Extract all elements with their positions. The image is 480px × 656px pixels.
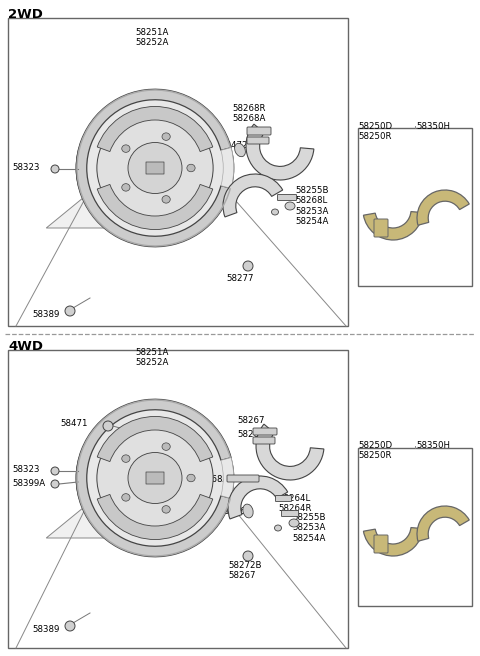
Ellipse shape bbox=[128, 453, 182, 504]
Wedge shape bbox=[76, 89, 231, 247]
Bar bbox=[8, 18, 348, 326]
Wedge shape bbox=[76, 400, 231, 557]
Ellipse shape bbox=[272, 209, 278, 215]
Wedge shape bbox=[97, 106, 213, 152]
Text: 58250D
58250R: 58250D 58250R bbox=[358, 441, 392, 461]
Text: 58323: 58323 bbox=[12, 464, 39, 474]
Ellipse shape bbox=[76, 93, 234, 243]
Text: 2WD: 2WD bbox=[8, 8, 43, 21]
Ellipse shape bbox=[275, 525, 281, 531]
Ellipse shape bbox=[243, 504, 253, 518]
Ellipse shape bbox=[289, 519, 299, 527]
Ellipse shape bbox=[162, 195, 170, 203]
Wedge shape bbox=[363, 212, 423, 240]
Circle shape bbox=[65, 306, 75, 316]
Wedge shape bbox=[417, 190, 469, 225]
Text: 58471: 58471 bbox=[60, 419, 87, 428]
Wedge shape bbox=[221, 148, 234, 188]
Text: 58268R
58268A: 58268R 58268A bbox=[232, 104, 265, 123]
Ellipse shape bbox=[187, 164, 195, 172]
Text: 58251A
58252A: 58251A 58252A bbox=[135, 348, 168, 367]
Ellipse shape bbox=[187, 474, 195, 482]
Text: 58268A: 58268A bbox=[237, 430, 270, 439]
FancyBboxPatch shape bbox=[281, 510, 299, 516]
FancyBboxPatch shape bbox=[253, 437, 275, 444]
Circle shape bbox=[51, 480, 59, 488]
Wedge shape bbox=[221, 458, 234, 499]
Ellipse shape bbox=[97, 422, 213, 533]
FancyBboxPatch shape bbox=[247, 127, 271, 135]
Bar bbox=[358, 448, 472, 606]
Circle shape bbox=[65, 621, 75, 631]
Wedge shape bbox=[97, 495, 213, 539]
Text: 58472: 58472 bbox=[220, 142, 248, 150]
FancyBboxPatch shape bbox=[276, 495, 291, 501]
Wedge shape bbox=[76, 400, 231, 557]
Text: 58268A: 58268A bbox=[195, 474, 228, 483]
Bar bbox=[8, 350, 348, 648]
Ellipse shape bbox=[162, 133, 170, 140]
Wedge shape bbox=[246, 124, 314, 180]
Ellipse shape bbox=[76, 403, 234, 553]
Text: 58266: 58266 bbox=[218, 506, 245, 516]
Text: 58350H: 58350H bbox=[416, 441, 450, 450]
Ellipse shape bbox=[122, 455, 130, 462]
Ellipse shape bbox=[122, 494, 130, 501]
FancyBboxPatch shape bbox=[374, 219, 388, 237]
FancyBboxPatch shape bbox=[247, 137, 269, 144]
Text: 58255B
58268L
58253A
58254A: 58255B 58268L 58253A 58254A bbox=[295, 186, 328, 226]
Polygon shape bbox=[46, 194, 230, 228]
Text: 4WD: 4WD bbox=[8, 340, 43, 353]
Text: 58264L
58264R: 58264L 58264R bbox=[278, 494, 312, 514]
Text: 58399A: 58399A bbox=[12, 478, 45, 487]
Wedge shape bbox=[76, 89, 231, 247]
Text: 58255B
58253A
58254A: 58255B 58253A 58254A bbox=[292, 513, 325, 543]
Wedge shape bbox=[97, 184, 213, 230]
Circle shape bbox=[103, 421, 113, 431]
FancyBboxPatch shape bbox=[374, 535, 388, 553]
FancyBboxPatch shape bbox=[146, 472, 164, 484]
Text: 58389: 58389 bbox=[32, 625, 60, 634]
Ellipse shape bbox=[162, 443, 170, 451]
Wedge shape bbox=[417, 506, 469, 541]
Ellipse shape bbox=[162, 506, 170, 513]
Circle shape bbox=[51, 165, 59, 173]
Circle shape bbox=[243, 261, 253, 271]
Text: 58267: 58267 bbox=[237, 416, 264, 425]
Ellipse shape bbox=[97, 112, 213, 224]
Text: 58389: 58389 bbox=[32, 310, 60, 319]
Ellipse shape bbox=[235, 143, 245, 157]
Ellipse shape bbox=[122, 184, 130, 191]
Wedge shape bbox=[256, 424, 324, 480]
Text: 58350H: 58350H bbox=[416, 122, 450, 131]
Circle shape bbox=[243, 551, 253, 561]
Text: 58250D
58250R: 58250D 58250R bbox=[358, 122, 392, 142]
Wedge shape bbox=[363, 527, 423, 556]
Circle shape bbox=[51, 467, 59, 475]
Polygon shape bbox=[46, 504, 230, 538]
Wedge shape bbox=[228, 476, 288, 519]
FancyBboxPatch shape bbox=[146, 162, 164, 174]
Text: 58277: 58277 bbox=[226, 274, 254, 283]
FancyBboxPatch shape bbox=[253, 428, 277, 435]
Ellipse shape bbox=[128, 142, 182, 194]
FancyBboxPatch shape bbox=[277, 194, 297, 201]
Text: 58323: 58323 bbox=[12, 163, 39, 171]
Wedge shape bbox=[97, 417, 213, 462]
Text: 58272B
58267: 58272B 58267 bbox=[228, 561, 262, 581]
FancyBboxPatch shape bbox=[227, 475, 259, 482]
Wedge shape bbox=[223, 174, 283, 217]
Bar bbox=[358, 128, 472, 286]
Ellipse shape bbox=[122, 145, 130, 152]
Ellipse shape bbox=[285, 202, 295, 210]
Text: 58251A
58252A: 58251A 58252A bbox=[135, 28, 168, 47]
